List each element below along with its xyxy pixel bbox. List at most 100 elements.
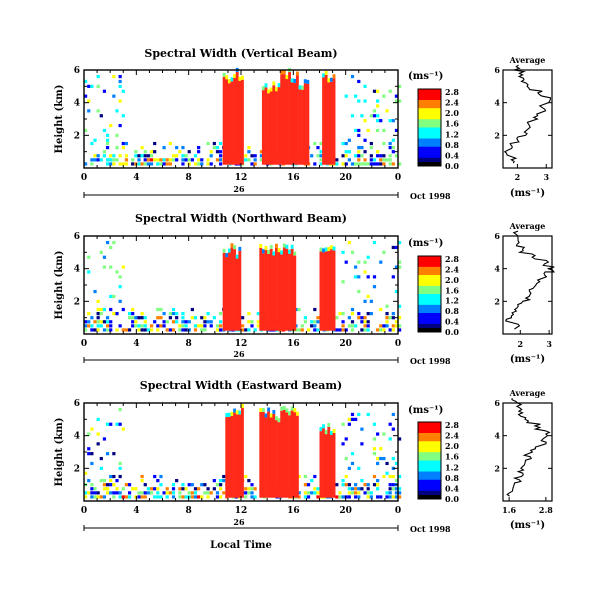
heatmap-cell: [341, 280, 345, 284]
heatmap-cell: [398, 324, 402, 328]
heatmap-cell: [171, 307, 176, 312]
heatmap-cell: [215, 495, 220, 499]
heatmap-cell: [363, 328, 367, 332]
heatmap-cell: [366, 495, 370, 499]
heatmap-cell: [146, 491, 150, 495]
heatmap-cell: [366, 412, 370, 417]
heatmap-cell: [105, 452, 110, 456]
heatmap-cell: [344, 162, 348, 166]
heatmap-cell: [206, 487, 210, 491]
heatmap-cell: [87, 447, 91, 451]
heatmap-cell: [115, 479, 119, 483]
heatmap-cell: [131, 320, 135, 324]
y-tick-label: 4: [74, 432, 80, 442]
heatmap-cell: [238, 410, 242, 415]
heatmap-cell: [175, 320, 179, 324]
heatmap-cell: [87, 324, 91, 328]
heatmap-cell: [388, 474, 392, 479]
heatmap-cell: [253, 487, 257, 491]
heatmap-cell: [137, 495, 141, 499]
panel-title: Spectral Width (Vertical Beam): [144, 47, 337, 60]
heatmap-cell: [275, 420, 278, 498]
average-y-tick-label: 4: [494, 431, 500, 441]
heatmap-cell: [322, 424, 325, 429]
heatmap-cell: [137, 328, 141, 332]
heatmap-cell: [313, 324, 317, 328]
heatmap-cell: [171, 328, 176, 332]
heatmap-cell: [84, 94, 88, 98]
colorbar-band: [418, 328, 441, 332]
heatmap-cell: [162, 312, 166, 316]
heatmap-cell: [131, 487, 135, 491]
average-frame: [502, 235, 553, 335]
heatmap-cell: [118, 299, 122, 303]
heatmap-cell: [140, 316, 144, 320]
heatmap-cell: [181, 158, 185, 162]
heatmap-cell: [247, 312, 251, 316]
heatmap-cell: [354, 94, 358, 98]
heatmap-cells: [84, 404, 402, 499]
x-tick-label: 4: [133, 506, 139, 516]
heatmap-cell: [193, 495, 198, 499]
heatmap-cell: [310, 324, 314, 328]
x-tick-label: 0: [81, 506, 87, 516]
colorbar-band: [418, 97, 441, 101]
heatmap-cell: [99, 456, 103, 461]
heatmap-cell: [225, 253, 229, 258]
heatmap-cell: [332, 74, 336, 79]
heatmap-cell: [344, 141, 348, 146]
heatmap-cell: [96, 320, 100, 324]
heatmap-cell: [115, 109, 119, 113]
heatmap-cell: [357, 275, 361, 279]
heatmap-cell: [181, 312, 185, 316]
colorbar-band: [418, 468, 441, 472]
heatmap-cell: [238, 250, 242, 331]
heatmap-cell: [219, 328, 223, 332]
heatmap-cell: [143, 150, 147, 154]
heatmap-cell: [96, 316, 100, 320]
heatmap-cell: [280, 406, 284, 411]
heatmap-cell: [259, 150, 264, 154]
date-label: Oct 1998: [410, 191, 451, 201]
heatmap-cell: [219, 154, 223, 158]
heatmap-cell: [376, 89, 380, 93]
colorbar-band: [418, 155, 441, 159]
heatmap-cell: [363, 299, 367, 303]
heatmap-cell: [280, 410, 284, 498]
date-label: Oct 1998: [410, 524, 451, 534]
heatmap-cell: [203, 328, 207, 332]
heatmap-cell: [303, 83, 307, 165]
heatmap-cell: [382, 250, 386, 254]
heatmap-cell: [324, 434, 328, 498]
heatmap-cell: [357, 79, 361, 84]
colorbar-band: [418, 94, 441, 98]
y-axis-label: Height (km): [54, 85, 65, 154]
heatmap-cell: [134, 320, 138, 324]
colorbar-tick-label: 0.0: [445, 494, 459, 504]
colorbar-band: [418, 321, 441, 325]
heatmap-cell: [388, 119, 392, 123]
heatmap-cell: [327, 423, 331, 428]
heatmap-cell: [344, 483, 348, 487]
heatmap-cell: [175, 154, 179, 158]
heatmap-cell: [366, 294, 370, 299]
heatmap-cell: [87, 312, 91, 316]
heatmap-cell: [269, 413, 273, 418]
heatmap-cell: [372, 452, 377, 456]
colorbar-band: [418, 299, 441, 303]
heatmap-cell: [124, 154, 129, 158]
y-tick-label: 6: [74, 399, 80, 409]
heatmap-cell: [219, 312, 223, 316]
heatmap-cell: [357, 99, 361, 103]
colorbar-band: [418, 422, 441, 426]
heatmap-cell: [222, 72, 226, 77]
heatmap-cell: [140, 312, 144, 316]
heatmap-cell: [121, 265, 125, 269]
heatmap-cell: [272, 85, 276, 165]
heatmap-cell: [394, 479, 399, 483]
heatmap-cell: [112, 162, 116, 166]
heatmap-cell: [280, 74, 284, 165]
heatmap-cell: [394, 289, 399, 294]
heatmap-cell: [293, 78, 297, 83]
heatmap-cell: [391, 119, 395, 123]
